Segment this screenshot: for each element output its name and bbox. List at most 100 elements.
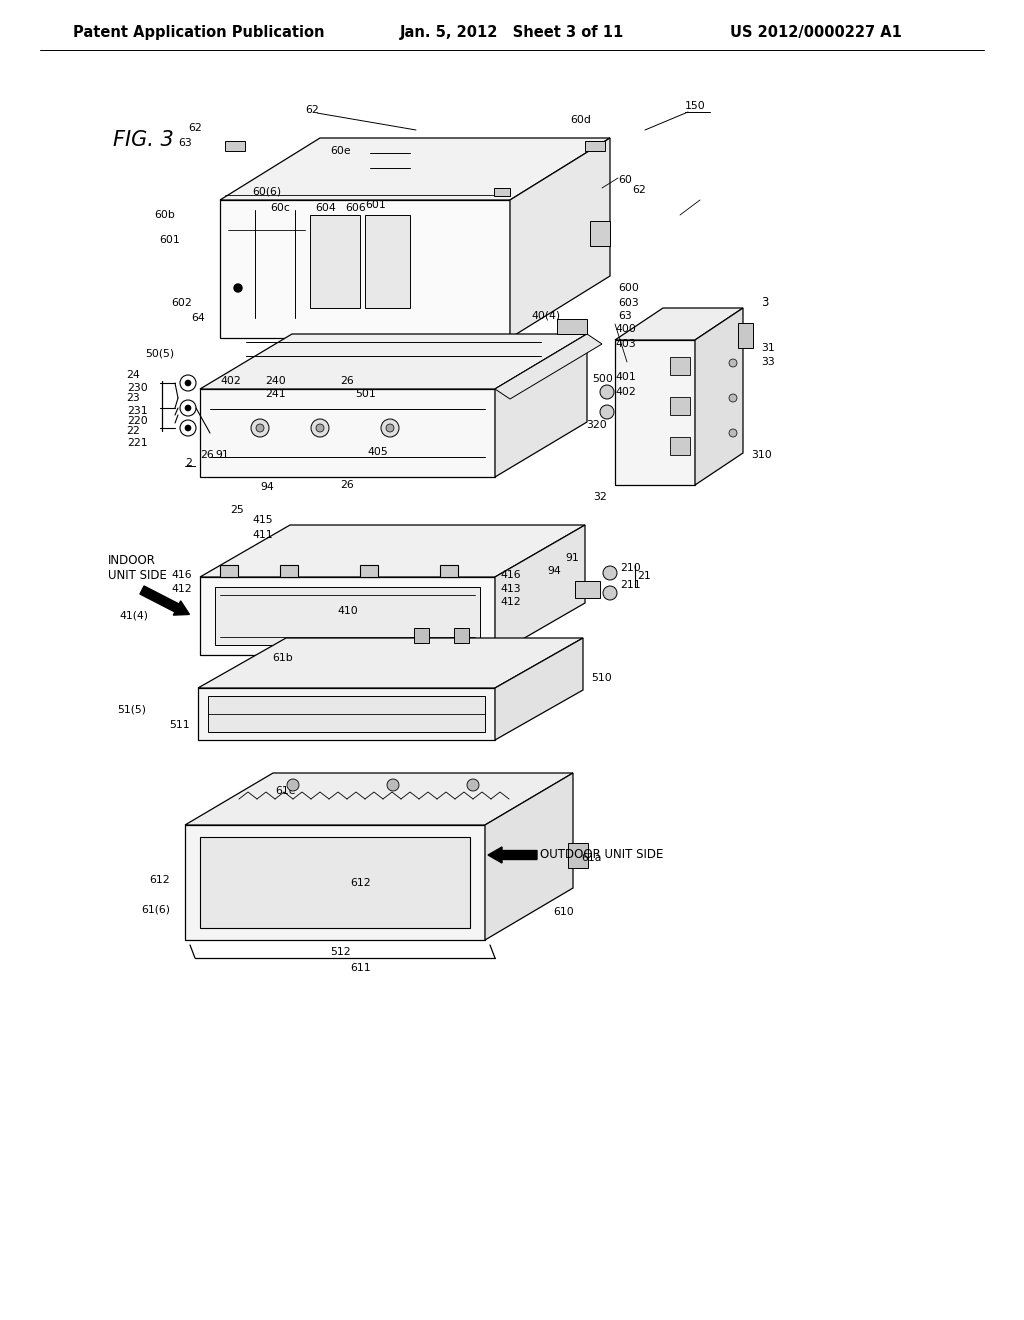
Polygon shape xyxy=(200,525,585,577)
Text: 610: 610 xyxy=(553,907,573,917)
Text: 64: 64 xyxy=(191,313,205,323)
Text: 601: 601 xyxy=(160,235,180,246)
Polygon shape xyxy=(510,139,610,338)
Polygon shape xyxy=(494,187,510,195)
Text: 3: 3 xyxy=(761,297,768,309)
Circle shape xyxy=(311,418,329,437)
Polygon shape xyxy=(215,587,480,645)
Text: 62: 62 xyxy=(188,123,202,133)
Text: 606: 606 xyxy=(345,203,366,213)
Polygon shape xyxy=(365,215,410,308)
Polygon shape xyxy=(670,356,690,375)
Text: 403: 403 xyxy=(615,339,636,348)
Text: 61(6): 61(6) xyxy=(141,906,170,915)
Text: 512: 512 xyxy=(330,946,350,957)
Polygon shape xyxy=(695,308,743,484)
Text: 25: 25 xyxy=(230,506,244,515)
Circle shape xyxy=(387,779,399,791)
Text: 61a: 61a xyxy=(581,853,601,863)
Polygon shape xyxy=(208,696,485,733)
Polygon shape xyxy=(495,334,602,399)
Text: 61e: 61e xyxy=(275,785,296,796)
Text: Patent Application Publication: Patent Application Publication xyxy=(73,25,325,41)
Text: 412: 412 xyxy=(171,583,193,594)
Text: 601: 601 xyxy=(365,201,386,210)
Text: 21: 21 xyxy=(637,572,650,581)
Polygon shape xyxy=(220,565,238,577)
Polygon shape xyxy=(590,220,610,246)
Text: 61b: 61b xyxy=(272,653,293,663)
Text: 411: 411 xyxy=(252,531,272,540)
Text: 26: 26 xyxy=(200,450,214,459)
FancyArrow shape xyxy=(488,847,537,863)
Text: 416: 416 xyxy=(500,570,520,579)
Text: 94: 94 xyxy=(260,482,273,492)
Polygon shape xyxy=(198,638,583,688)
Text: 31: 31 xyxy=(761,343,775,352)
Polygon shape xyxy=(360,565,378,577)
Text: 50(5): 50(5) xyxy=(145,348,174,359)
Text: 500: 500 xyxy=(592,374,613,384)
Polygon shape xyxy=(220,201,510,338)
Text: 2: 2 xyxy=(185,458,191,469)
Polygon shape xyxy=(200,334,587,389)
Text: 310: 310 xyxy=(751,450,772,459)
Text: 63: 63 xyxy=(618,312,632,321)
Text: 22: 22 xyxy=(126,426,140,436)
FancyArrow shape xyxy=(140,586,189,615)
Text: 60e: 60e xyxy=(330,147,350,156)
Text: 91: 91 xyxy=(565,553,579,564)
Circle shape xyxy=(729,393,737,403)
Text: 413: 413 xyxy=(500,583,520,594)
Text: 240: 240 xyxy=(265,376,286,385)
Polygon shape xyxy=(200,389,495,477)
Text: 612: 612 xyxy=(350,878,371,888)
Polygon shape xyxy=(568,843,588,869)
Text: 32: 32 xyxy=(593,492,607,502)
Circle shape xyxy=(603,586,617,601)
Polygon shape xyxy=(495,334,587,477)
Text: Jan. 5, 2012   Sheet 3 of 11: Jan. 5, 2012 Sheet 3 of 11 xyxy=(400,25,625,41)
Polygon shape xyxy=(670,397,690,414)
Text: 604: 604 xyxy=(315,203,336,213)
Polygon shape xyxy=(495,525,585,655)
Text: 60: 60 xyxy=(618,176,632,185)
Text: 40(4): 40(4) xyxy=(531,312,560,321)
Text: 150: 150 xyxy=(685,102,706,111)
Text: 402: 402 xyxy=(615,387,636,397)
Text: 62: 62 xyxy=(305,106,318,115)
Polygon shape xyxy=(485,774,573,940)
Text: FIG. 3: FIG. 3 xyxy=(113,129,174,150)
Circle shape xyxy=(287,779,299,791)
Text: 320: 320 xyxy=(587,420,607,430)
Circle shape xyxy=(729,359,737,367)
Polygon shape xyxy=(200,837,470,928)
Text: 60c: 60c xyxy=(270,203,290,213)
Polygon shape xyxy=(615,341,695,484)
Text: 415: 415 xyxy=(252,515,272,525)
Polygon shape xyxy=(557,319,587,334)
Circle shape xyxy=(185,425,191,432)
Text: 401: 401 xyxy=(615,372,636,381)
Polygon shape xyxy=(220,139,610,201)
Text: 41(4): 41(4) xyxy=(119,611,148,620)
Polygon shape xyxy=(310,215,360,308)
Text: 23: 23 xyxy=(126,393,140,403)
Text: 412: 412 xyxy=(500,597,520,607)
Text: 501: 501 xyxy=(355,389,376,399)
Text: 62: 62 xyxy=(632,185,646,195)
Text: 220: 220 xyxy=(127,416,148,426)
Text: 94: 94 xyxy=(547,566,561,576)
Circle shape xyxy=(386,424,394,432)
Polygon shape xyxy=(495,638,583,741)
Text: US 2012/0000227 A1: US 2012/0000227 A1 xyxy=(730,25,902,41)
Polygon shape xyxy=(414,628,429,643)
Text: 416: 416 xyxy=(171,570,193,579)
Text: 26: 26 xyxy=(340,376,353,385)
Polygon shape xyxy=(225,141,245,150)
Polygon shape xyxy=(280,565,298,577)
Text: OUTDOOR UNIT SIDE: OUTDOOR UNIT SIDE xyxy=(540,849,664,862)
Circle shape xyxy=(316,424,324,432)
Text: 63: 63 xyxy=(178,139,193,148)
Polygon shape xyxy=(575,581,600,598)
